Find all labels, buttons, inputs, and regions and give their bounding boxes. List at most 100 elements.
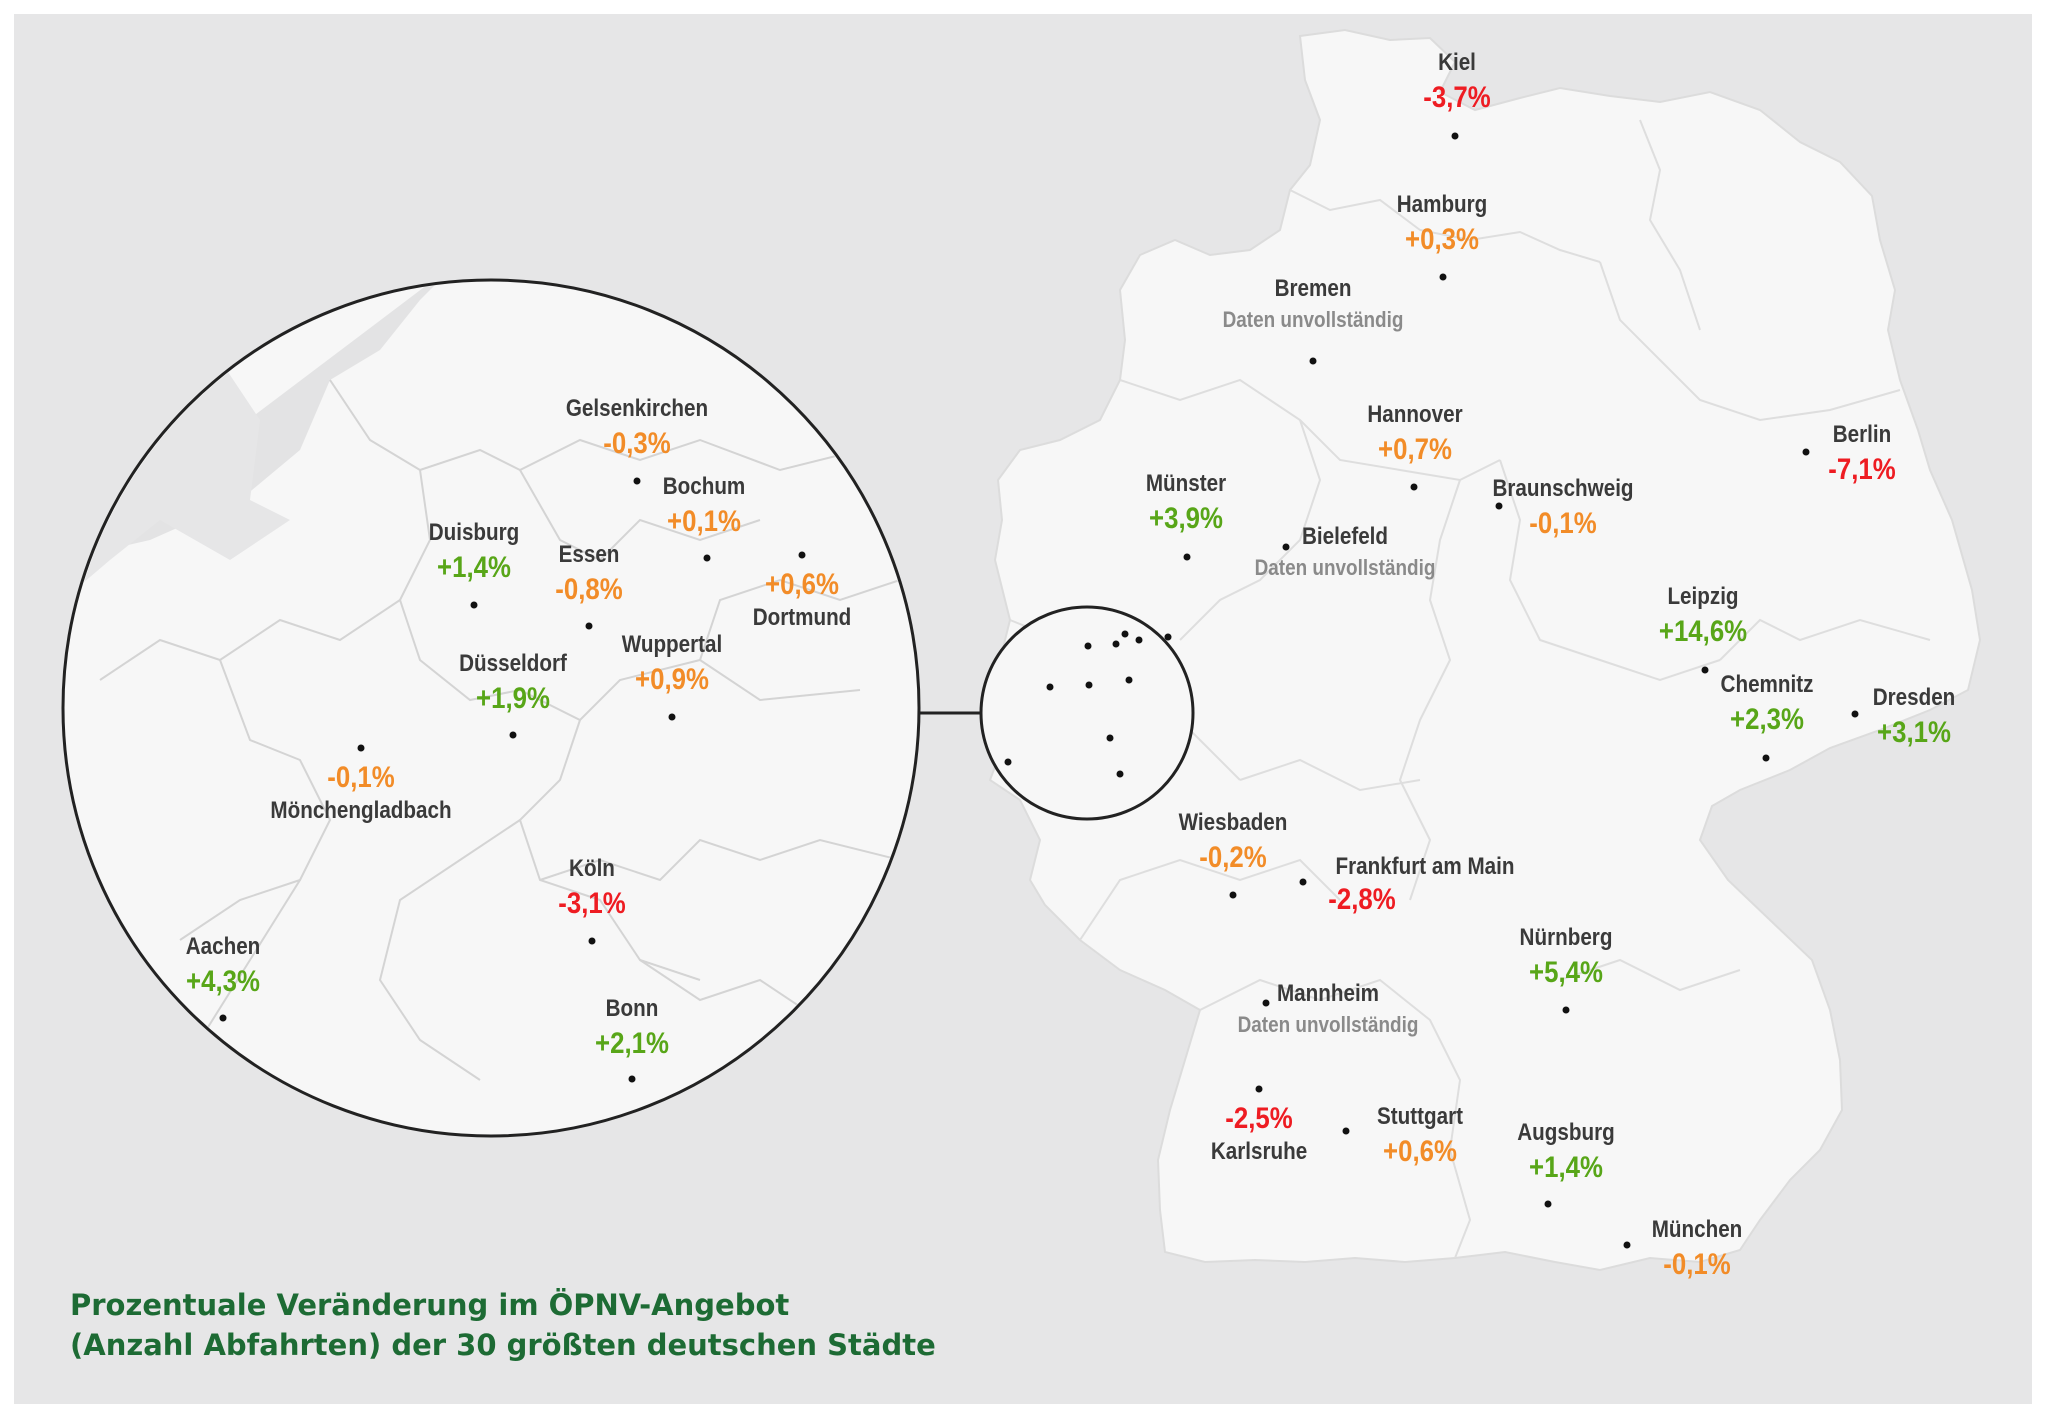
city-dot-nuernberg — [1562, 1006, 1570, 1014]
city-name: Düsseldorf — [459, 650, 567, 677]
city-name: Aachen — [185, 933, 261, 960]
city-dot-braunschweig — [1495, 502, 1503, 510]
city-value: +0,9% — [635, 663, 709, 696]
city-label-chemnitz: Chemnitz +2,3% — [1713, 673, 1821, 735]
city-dot-dortmund — [798, 551, 806, 559]
city-value: +2,1% — [595, 1027, 669, 1060]
city-label-braunschweig: Braunschweig -0,1% — [1481, 477, 1645, 539]
city-name: Bochum — [662, 473, 746, 500]
city-value: +3,1% — [1877, 716, 1951, 749]
city-dot — [1164, 633, 1172, 641]
city-name: Karlsruhe — [1210, 1138, 1308, 1165]
city-label-bielefeld: Bielefeld Daten unvollständig — [1240, 525, 1450, 579]
city-label-wuppertal: Wuppertal +0,9% — [614, 633, 731, 695]
city-value: -3,1% — [558, 887, 626, 920]
city-dot-karlsruhe — [1255, 1085, 1263, 1093]
city-dot — [1116, 770, 1124, 778]
city-label-duisburg: Duisburg +1,4% — [421, 521, 526, 583]
city-value: +0,3% — [1405, 223, 1479, 256]
city-dot-essen — [585, 622, 593, 630]
city-dot-wiesbaden — [1229, 891, 1237, 899]
city-value: +1,4% — [1529, 1151, 1603, 1184]
city-value: +2,3% — [1730, 703, 1804, 736]
city-dot — [1112, 640, 1120, 648]
city-label-bonn: Bonn +2,1% — [589, 997, 675, 1059]
city-note: Daten unvollständig — [1237, 1012, 1419, 1037]
city-label-hamburg: Hamburg +0,3% — [1389, 193, 1494, 255]
city-label-mannheim: Mannheim Daten unvollständig — [1223, 982, 1433, 1036]
city-dot-stuttgart — [1342, 1127, 1350, 1135]
city-value: -0,1% — [1663, 1248, 1731, 1281]
city-label-bremen: Bremen Daten unvollständig — [1208, 277, 1418, 331]
city-name: Bremen — [1274, 275, 1352, 302]
city-dot-hannover — [1410, 483, 1418, 491]
city-label-aachen: Aachen +4,3% — [180, 935, 267, 997]
city-dot — [1106, 734, 1114, 742]
city-note: Daten unvollständig — [1254, 555, 1436, 580]
city-name: Duisburg — [428, 519, 520, 546]
city-name: Leipzig — [1667, 583, 1739, 610]
city-label-gelsenkirchen: Gelsenkirchen -0,3% — [554, 397, 719, 459]
city-label-dortmund: +0,6% Dortmund — [745, 570, 860, 630]
city-name: Wiesbaden — [1178, 809, 1288, 836]
city-name: Mannheim — [1276, 980, 1380, 1007]
city-value: -0,3% — [603, 427, 671, 460]
city-dot-duesseldorf — [509, 731, 517, 739]
city-name: Kiel — [1438, 49, 1476, 76]
city-label-berlin: Berlin -7,1% — [1823, 423, 1901, 485]
city-label-dresden: Dresden +3,1% — [1866, 686, 1962, 748]
city-label-frankfurt: Frankfurt am Main — [1321, 855, 1529, 879]
city-name: Dortmund — [752, 604, 852, 631]
city-dot-kiel — [1451, 132, 1459, 140]
city-dot-leipzig — [1701, 666, 1709, 674]
city-note: Daten unvollständig — [1222, 307, 1404, 332]
city-dot-wuppertal — [668, 713, 676, 721]
city-name: Bonn — [605, 995, 659, 1022]
city-value: -0,2% — [1199, 841, 1267, 874]
city-value: +1,4% — [437, 551, 511, 584]
city-dot-duisburg — [470, 601, 478, 609]
city-value: -0,1% — [327, 761, 395, 794]
city-value: -7,1% — [1828, 453, 1896, 486]
city-label-wiesbaden: Wiesbaden -0,2% — [1170, 811, 1296, 873]
city-label-bochum: Bochum +0,1% — [656, 475, 752, 537]
city-dot-bielefeld — [1282, 543, 1290, 551]
city-dot-muenster — [1183, 553, 1191, 561]
city-value: +4,3% — [186, 965, 260, 998]
city-name: Essen — [558, 541, 620, 568]
city-dot-moenchengladbach — [357, 744, 365, 752]
city-label-duesseldorf: Düsseldorf +1,9% — [450, 652, 575, 714]
city-name: Hannover — [1367, 401, 1463, 428]
city-dot — [1046, 683, 1054, 691]
city-name: Augsburg — [1517, 1119, 1615, 1146]
city-dot — [1121, 630, 1129, 638]
city-value-frankfurt: -2,8% — [1323, 885, 1401, 915]
city-dot — [1125, 676, 1133, 684]
city-name: Münster — [1145, 470, 1227, 497]
city-label-koeln: Köln -3,1% — [553, 857, 631, 919]
city-label-moenchengladbach: -0,1% Mönchengladbach — [256, 763, 467, 823]
city-name: Bielefeld — [1301, 523, 1389, 550]
city-label-muenchen: München -0,1% — [1644, 1218, 1749, 1280]
city-label-essen: Essen -0,8% — [550, 543, 628, 605]
city-dot-mannheim — [1262, 999, 1270, 1007]
city-dot-augsburg — [1544, 1200, 1552, 1208]
city-label-nuernberg: Nürnberg +5,4% — [1512, 926, 1620, 988]
city-name: Dresden — [1872, 684, 1956, 711]
city-dot — [1084, 642, 1092, 650]
city-value: -2,5% — [1225, 1102, 1293, 1135]
city-value: +0,6% — [765, 568, 839, 601]
city-dot — [1135, 636, 1143, 644]
city-dot-aachen — [219, 1014, 227, 1022]
title-line-2: (Anzahl Abfahrten) der 30 größten deutsc… — [70, 1328, 936, 1362]
city-value: +3,9% — [1149, 502, 1223, 535]
city-name: Gelsenkirchen — [565, 395, 709, 422]
city-dot-koeln — [588, 937, 596, 945]
city-label-muenster: Münster +3,9% — [1139, 472, 1232, 534]
city-name: Chemnitz — [1720, 671, 1814, 698]
city-name: Berlin — [1832, 421, 1892, 448]
city-dot-bochum — [703, 554, 711, 562]
city-label-hannover: Hannover +0,7% — [1360, 403, 1471, 465]
city-dot-bonn — [628, 1075, 636, 1083]
